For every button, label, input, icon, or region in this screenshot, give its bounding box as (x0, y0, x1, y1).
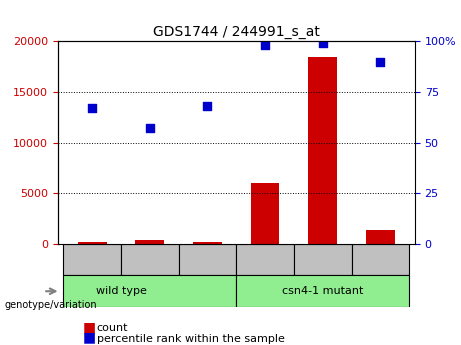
Bar (78, 242, 106, 244)
Point (204, 104, 211, 109)
Bar (136, 240, 164, 244)
Point (146, 126, 154, 131)
Text: csn4-1 mutant: csn4-1 mutant (282, 286, 363, 296)
Text: wild type: wild type (95, 286, 147, 296)
Bar (308, 57, 337, 244)
Bar (251, 183, 279, 244)
Text: ■: ■ (83, 320, 96, 334)
Text: genotype/variation: genotype/variation (5, 300, 97, 310)
FancyBboxPatch shape (294, 244, 351, 275)
FancyBboxPatch shape (121, 244, 179, 275)
Point (89, 106, 96, 111)
FancyBboxPatch shape (64, 275, 236, 307)
FancyBboxPatch shape (179, 244, 236, 275)
Bar (193, 242, 222, 244)
FancyBboxPatch shape (236, 244, 294, 275)
Point (319, 41, 326, 46)
FancyBboxPatch shape (236, 275, 409, 307)
FancyBboxPatch shape (64, 244, 121, 275)
Title: GDS1744 / 244991_s_at: GDS1744 / 244991_s_at (153, 25, 319, 39)
Text: count: count (97, 323, 128, 333)
Bar (366, 230, 395, 244)
FancyBboxPatch shape (351, 244, 409, 275)
Point (261, 43, 269, 48)
Point (377, 59, 384, 65)
Text: ■: ■ (83, 331, 96, 345)
Text: percentile rank within the sample: percentile rank within the sample (97, 334, 285, 344)
